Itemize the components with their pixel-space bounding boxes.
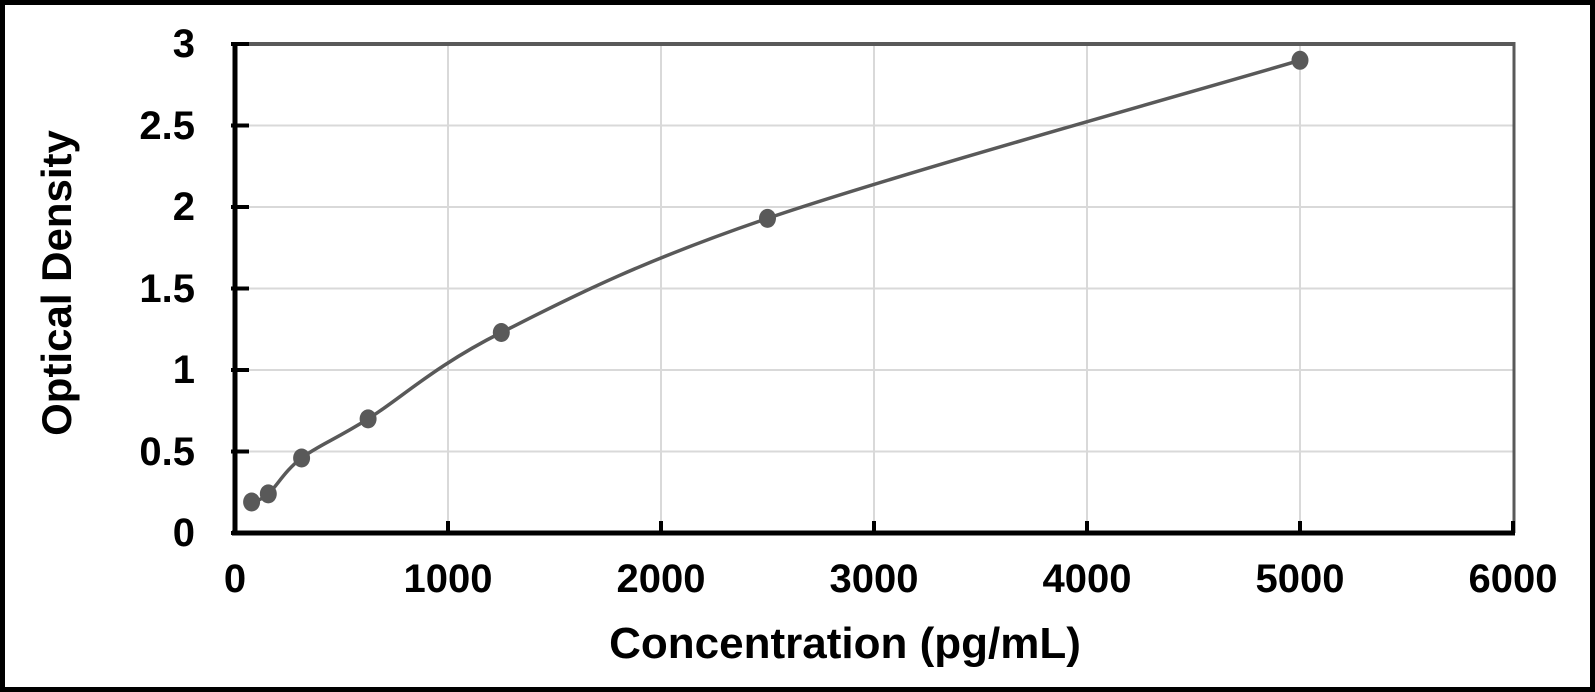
standard-curve-point [492,323,510,342]
x-tick-label: 2000 [616,557,706,601]
x-tick-label: 5000 [1255,557,1345,601]
y-tick-label: 3 [172,22,195,66]
standard-curve-point [293,448,311,468]
axes [231,42,1515,536]
standard-curve-point [243,492,261,512]
data-series [243,50,1309,512]
y-axis-title: Optical Density [33,130,80,436]
standard-curve-point [759,208,776,228]
plot-border [233,42,1516,533]
y-tick-label: 1 [172,348,195,392]
x-tick-label: 1000 [403,557,493,601]
standard-curve-point [259,484,277,504]
x-tick-label: 3000 [829,557,919,601]
y-tick-label: 0.5 [139,429,195,474]
x-axis-title: Concentration (pg/mL) [609,619,1081,668]
x-tick-label: 0 [223,557,247,601]
y-tick-label: 1.5 [139,266,195,311]
standard-curve-fit-line [249,58,1302,504]
gridlines [235,44,1513,533]
y-tick-label: 2.5 [139,103,195,148]
x-tick-label: 4000 [1042,557,1132,601]
standard-curve-point [1291,50,1309,70]
y-tick-label: 0 [172,511,195,555]
x-tick-label: 6000 [1468,557,1558,601]
standard-curve-point [359,409,377,429]
y-tick-label: 2 [172,185,195,229]
